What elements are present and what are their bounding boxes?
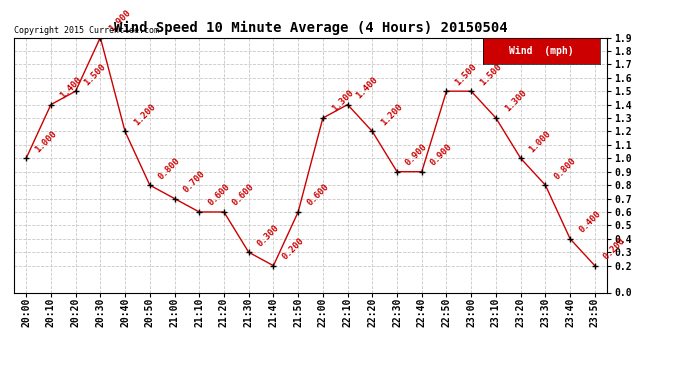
Text: 1.500: 1.500 [478, 62, 504, 87]
Text: 1.500: 1.500 [453, 62, 479, 87]
Text: Wind  (mph): Wind (mph) [509, 46, 574, 56]
Text: 1.200: 1.200 [132, 102, 157, 127]
Text: 0.800: 0.800 [552, 156, 578, 181]
Text: 0.800: 0.800 [157, 156, 182, 181]
Text: 0.700: 0.700 [181, 169, 207, 194]
Text: 1.900: 1.900 [107, 8, 132, 33]
Text: 1.400: 1.400 [355, 75, 380, 100]
Text: 0.400: 0.400 [577, 209, 602, 235]
Text: 1.000: 1.000 [528, 129, 553, 154]
Title: Wind Speed 10 Minute Average (4 Hours) 20150504: Wind Speed 10 Minute Average (4 Hours) 2… [114, 21, 507, 35]
Text: 0.900: 0.900 [404, 142, 429, 168]
Text: 1.000: 1.000 [33, 129, 59, 154]
Text: 0.200: 0.200 [602, 236, 627, 261]
Text: 0.900: 0.900 [428, 142, 454, 168]
Text: 1.200: 1.200 [380, 102, 404, 127]
Text: 1.500: 1.500 [83, 62, 108, 87]
Text: 1.300: 1.300 [330, 88, 355, 114]
Text: 0.600: 0.600 [305, 183, 331, 208]
Text: 0.200: 0.200 [280, 236, 306, 261]
Text: 1.400: 1.400 [58, 75, 83, 100]
Text: 1.300: 1.300 [503, 88, 529, 114]
Text: 0.600: 0.600 [231, 183, 256, 208]
Text: 0.300: 0.300 [255, 223, 281, 248]
Text: 0.600: 0.600 [206, 183, 232, 208]
Text: Copyright 2015 Currentlee.com: Copyright 2015 Currentlee.com [14, 26, 159, 35]
